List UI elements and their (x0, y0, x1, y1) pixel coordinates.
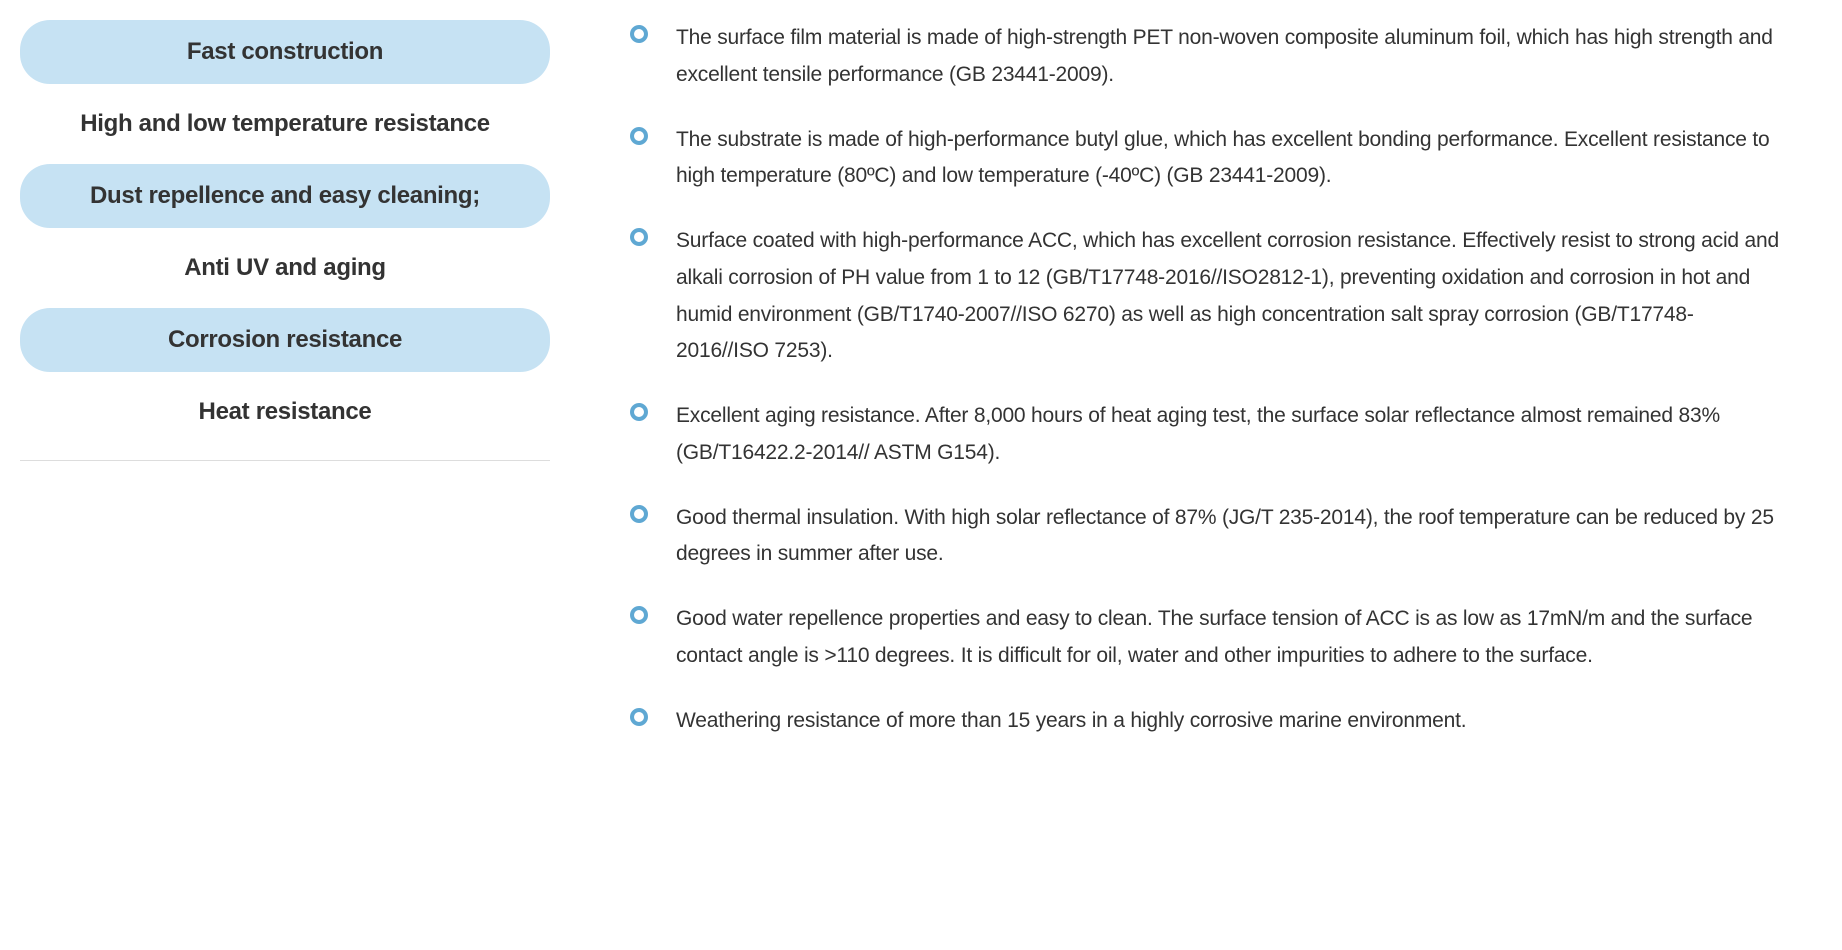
feature-label: Anti UV and aging (184, 254, 386, 281)
bullet-text: The surface film material is made of hig… (676, 20, 1782, 94)
feature-label: High and low temperature resistance (80, 110, 490, 137)
bullet-item: Good thermal insulation. With high solar… (630, 500, 1782, 574)
bullet-circle-icon (630, 403, 648, 421)
features-column: Fast construction High and low temperatu… (20, 20, 550, 767)
feature-item-dust-repellence: Dust repellence and easy cleaning; (20, 164, 550, 228)
bullet-item: Good water repellence properties and eas… (630, 601, 1782, 675)
bullet-item: The surface film material is made of hig… (630, 20, 1782, 94)
feature-item-temperature-resistance: High and low temperature resistance (20, 92, 550, 156)
bullet-text: Surface coated with high-performance ACC… (676, 223, 1782, 370)
bullet-circle-icon (630, 708, 648, 726)
feature-label: Heat resistance (199, 398, 372, 425)
bullet-circle-icon (630, 606, 648, 624)
main-container: Fast construction High and low temperatu… (20, 20, 1822, 767)
feature-list: Fast construction High and low temperatu… (20, 20, 550, 461)
bullet-text: The substrate is made of high-performanc… (676, 122, 1782, 196)
bullet-item: Weathering resistance of more than 15 ye… (630, 703, 1782, 740)
feature-item-anti-uv: Anti UV and aging (20, 236, 550, 300)
feature-label: Fast construction (187, 38, 383, 65)
feature-label: Corrosion resistance (168, 326, 402, 353)
bullet-item: Excellent aging resistance. After 8,000 … (630, 398, 1782, 472)
bullet-text: Good water repellence properties and eas… (676, 601, 1782, 675)
bullet-text: Weathering resistance of more than 15 ye… (676, 703, 1466, 740)
bullet-text: Good thermal insulation. With high solar… (676, 500, 1782, 574)
bullet-circle-icon (630, 228, 648, 246)
bullet-circle-icon (630, 127, 648, 145)
feature-item-heat-resistance: Heat resistance (20, 380, 550, 444)
bullet-item: Surface coated with high-performance ACC… (630, 223, 1782, 370)
feature-item-corrosion-resistance: Corrosion resistance (20, 308, 550, 372)
details-column: The surface film material is made of hig… (630, 20, 1822, 767)
bullet-circle-icon (630, 25, 648, 43)
feature-item-fast-construction: Fast construction (20, 20, 550, 84)
feature-label: Dust repellence and easy cleaning; (90, 182, 480, 209)
bullet-text: Excellent aging resistance. After 8,000 … (676, 398, 1782, 472)
bullet-item: The substrate is made of high-performanc… (630, 122, 1782, 196)
bullet-circle-icon (630, 505, 648, 523)
